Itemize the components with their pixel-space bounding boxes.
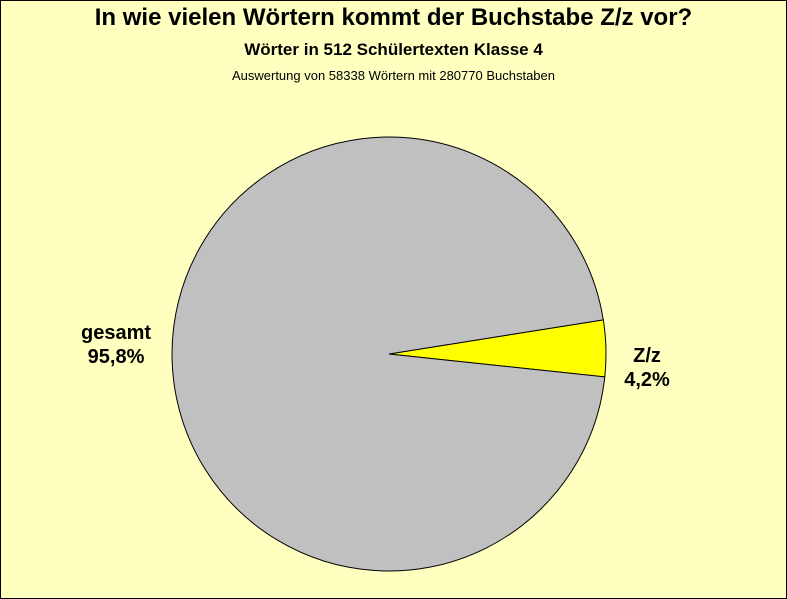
slice-label-name: gesamt (81, 322, 151, 344)
chart-subtitle: Wörter in 512 Schülertexten Klasse 4 (244, 40, 543, 59)
pie-slices (171, 136, 607, 572)
chart-note: Auswertung von 58338 Wörtern mit 280770 … (231, 68, 556, 83)
slice-label-value: 4,2% (624, 369, 670, 391)
chart-title: In wie vielen Wörtern kommt der Buchstab… (94, 4, 693, 31)
pie-slice-gesamt (171, 136, 606, 572)
slice-label-name: Z/z (633, 345, 661, 367)
slice-label-value: 95,8% (88, 346, 145, 368)
